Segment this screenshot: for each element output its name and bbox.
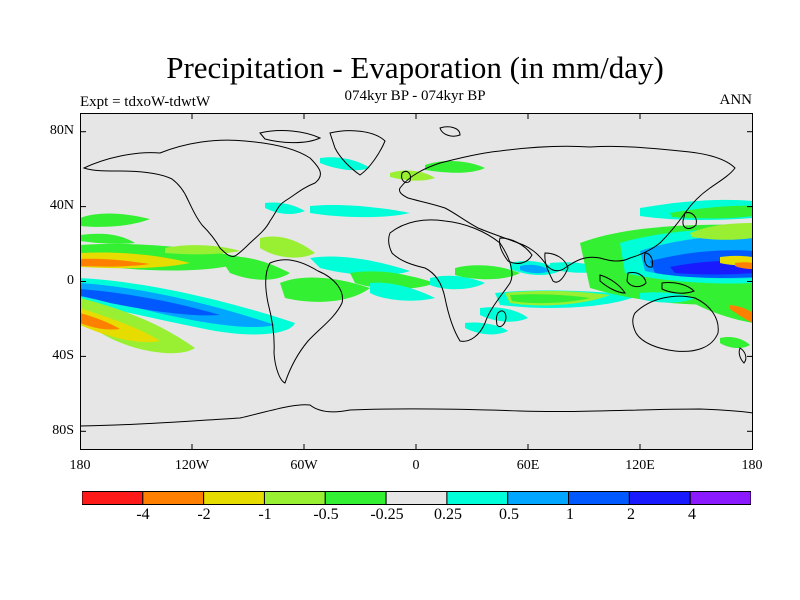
colorbar-swatch xyxy=(263,491,326,505)
lat-label-0: 0 xyxy=(67,273,74,288)
colorbar-label: -0.5 xyxy=(313,506,339,523)
field-swpac-orange xyxy=(80,313,120,330)
coast-greenland xyxy=(329,130,386,176)
coast-new-zealand xyxy=(738,347,747,364)
field-camerica xyxy=(220,256,290,280)
field-npac-west-green xyxy=(670,205,753,219)
lon-label-120w: 120W xyxy=(174,458,210,473)
lon-label-180-east: 180 xyxy=(741,458,763,473)
lat-label-40s: 40S xyxy=(52,348,74,363)
field-sio-cyan xyxy=(480,307,528,322)
lat-label-40n: 40N xyxy=(49,198,74,213)
lon-label-60w: 60W xyxy=(290,458,318,473)
coast-madagascar xyxy=(495,310,507,328)
colorbar-swatch xyxy=(385,491,448,505)
colorbar-label: 4 xyxy=(688,506,696,523)
field-atl-cyan3 xyxy=(310,204,410,218)
colorbar-swatch xyxy=(446,491,509,505)
colorbar-label: 1 xyxy=(566,506,574,523)
lat-label-80s: 80S xyxy=(52,423,74,438)
coast-arabia xyxy=(499,237,533,264)
coastlines xyxy=(80,126,753,427)
field-npac-mid3 xyxy=(165,245,240,255)
field-io-green2 xyxy=(510,294,590,304)
lon-label-180-west: 180 xyxy=(69,458,91,473)
colorbar-swatch xyxy=(507,491,570,505)
season-label: ANN xyxy=(719,92,753,108)
colorbar-swatch xyxy=(689,491,751,505)
colorbar-swatch xyxy=(203,491,265,505)
field-natl-cyan xyxy=(320,157,370,171)
field-carib xyxy=(260,236,315,258)
coast-philippines xyxy=(644,252,653,268)
coast-eurasia xyxy=(399,145,736,272)
field-spac-blue xyxy=(80,289,220,316)
colorbar-swatch xyxy=(142,491,205,505)
coast-arctic-islands xyxy=(259,130,322,144)
field-wp-orange xyxy=(735,262,753,269)
colorbar-swatch xyxy=(628,491,691,505)
lon-label-60e: 60E xyxy=(516,458,540,473)
coast-india xyxy=(544,252,569,283)
experiment-label: Expt = tdxoW-tdwtW xyxy=(80,94,211,110)
map-subtitle: 074kyr BP - 074kyr BP xyxy=(344,88,486,104)
tick-marks xyxy=(80,113,753,450)
coast-south-america xyxy=(265,259,344,384)
anomaly-fields xyxy=(80,157,753,354)
colorbar-label: -2 xyxy=(197,506,211,523)
field-eur-green xyxy=(425,161,485,173)
coast-new-guinea xyxy=(661,282,695,294)
colorbar-label: -0.25 xyxy=(370,506,404,523)
field-swpac-yellow xyxy=(80,308,160,343)
lon-label-120e: 120E xyxy=(625,458,655,473)
field-sio-cyan2 xyxy=(465,322,508,335)
field-sp-cz-orange xyxy=(730,305,753,323)
colorbar xyxy=(82,491,751,505)
field-npac-mid xyxy=(80,213,150,227)
lon-label-0: 0 xyxy=(412,458,420,473)
map-title: Precipitation - Evaporation (in mm/day) xyxy=(166,50,664,85)
coast-antarctica xyxy=(80,404,753,427)
field-afr-cyan xyxy=(430,275,485,290)
colorbar-label: 0.25 xyxy=(434,506,462,523)
coast-africa xyxy=(388,219,513,342)
field-nz-green xyxy=(720,336,750,349)
field-swpac-green xyxy=(80,298,195,354)
coast-japan xyxy=(682,212,697,229)
colorbar-swatch xyxy=(568,491,630,505)
colorbar-swatch xyxy=(82,491,144,505)
field-atl-cyan2 xyxy=(370,282,435,301)
coast-sumatra xyxy=(599,274,626,294)
field-sp-cz-green xyxy=(680,287,753,323)
map-plot xyxy=(80,113,753,450)
colorbar-label: -1 xyxy=(258,506,272,523)
lat-label-80n: 80N xyxy=(49,123,74,138)
field-gulf-cyan xyxy=(265,202,305,215)
colorbar-label: -4 xyxy=(136,506,150,523)
field-kuroshio xyxy=(690,223,753,240)
colorbar-swatch xyxy=(324,491,387,505)
field-npac-mid2 xyxy=(80,233,135,244)
field-npac-orange xyxy=(80,258,150,267)
coast-british-isles xyxy=(401,170,411,184)
field-afr-green xyxy=(455,265,520,280)
field-arab-blue xyxy=(520,264,550,274)
field-atl-green xyxy=(280,277,370,302)
coast-svalbard xyxy=(439,126,461,137)
field-atl-cyan xyxy=(310,256,410,276)
coast-north-america xyxy=(82,139,321,257)
coast-borneo xyxy=(626,272,647,288)
colorbar-label: 0.5 xyxy=(499,506,519,523)
coast-australia xyxy=(632,295,719,352)
colorbar-label: 2 xyxy=(627,506,635,523)
